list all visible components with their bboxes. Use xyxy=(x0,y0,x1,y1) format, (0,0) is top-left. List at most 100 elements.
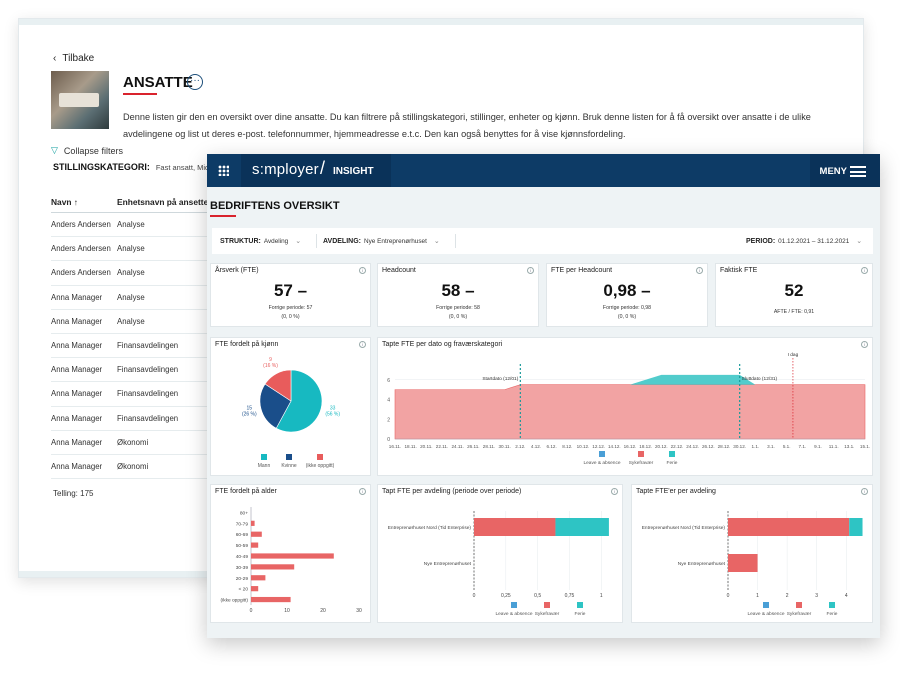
x-tick-label: 0 xyxy=(473,593,476,599)
column-header-unit[interactable]: Enhetsnavn på ansettels xyxy=(117,196,209,207)
table-row[interactable]: Anna Manager Analyse xyxy=(51,310,209,334)
more-options-button[interactable]: ··· xyxy=(187,74,203,90)
cell-unit: Analyse xyxy=(117,292,145,302)
bar-segment xyxy=(728,518,850,536)
y-tick-label: 4 xyxy=(387,398,390,404)
table-row[interactable]: Anna Manager Finansavdelingen xyxy=(51,358,209,383)
info-icon[interactable]: i xyxy=(359,488,366,495)
card-dept-lost: Tapte FTE'er per avdeling i 0 1 2 3 4 Entrepr… xyxy=(631,484,873,623)
cell-unit: Finansavdelingen xyxy=(117,365,179,375)
card-title: Tapt FTE per avdeling (periode over peri… xyxy=(382,488,522,495)
x-tick-label: 18.11. xyxy=(404,444,416,449)
table-row[interactable]: Anna Manager Finansavdelingen xyxy=(51,407,209,431)
cell-unit: Finansavdelingen xyxy=(117,389,179,399)
table-row[interactable]: Anders Andersen Analyse xyxy=(51,213,209,238)
card-title: Tapte FTE'er per avdeling xyxy=(636,488,716,495)
legend-label: Sykefravær xyxy=(535,611,560,617)
avdeling-select[interactable]: AVDELING: Nye Entreprenørhuset ⌄ xyxy=(323,237,440,245)
pie-slice xyxy=(264,369,292,402)
card-dept-period: Tapt FTE per avdeling (periode over peri… xyxy=(377,484,623,623)
card-title: FTE fordelt på kjønn xyxy=(215,341,279,348)
kpi-title: Headcount xyxy=(382,267,416,274)
x-tick-label: 1 xyxy=(756,593,759,599)
card-fte-gender: FTE fordelt på kjønn i 33 (56 %) 15 (26 %) 9… xyxy=(210,337,371,476)
y-tick-label: 60-69 xyxy=(236,532,249,538)
table-row[interactable]: Anna Manager Økonomi xyxy=(51,431,209,455)
dashboard-title: BEDRIFTENS OVERSIKT xyxy=(210,200,340,212)
app-grid-icon[interactable] xyxy=(218,165,229,176)
cell-unit: Analyse xyxy=(117,220,145,230)
table-row[interactable]: Anna Manager Finansavdelingen xyxy=(51,382,209,407)
kpi-card-headcount: Headcount i 58 – Forrige periode: 58 (0,… xyxy=(377,263,539,327)
legend-swatch xyxy=(261,454,267,460)
y-tick-label: 80+ xyxy=(240,510,248,516)
avdeling-label: AVDELING: xyxy=(323,238,361,245)
legend-label: Ferie xyxy=(575,611,586,617)
info-icon[interactable]: i xyxy=(359,267,366,274)
start-date-label: Startdato (12/01) xyxy=(482,376,518,382)
period-value: 01.12.2021 – 31.12.2021 xyxy=(778,238,850,245)
divider xyxy=(455,234,456,248)
hamburger-icon[interactable] xyxy=(850,166,866,177)
bar-segment xyxy=(849,518,863,536)
legend-swatch xyxy=(577,602,583,608)
pie-slice xyxy=(259,383,292,429)
info-icon[interactable]: i xyxy=(861,488,868,495)
chevron-left-icon: ‹ xyxy=(53,53,57,64)
cell-unit: Analyse xyxy=(117,268,145,278)
filter-summary[interactable]: STILLINGSKATEGORI: Fast ansatt, Midle xyxy=(53,162,215,172)
card-fte-age: FTE fordelt på alder i 80+ 70-79 60-69 50-5… xyxy=(210,484,371,623)
cell-unit: Finansavdelingen xyxy=(117,341,179,351)
x-tick-label: 0,5 xyxy=(534,593,541,599)
info-icon[interactable]: i xyxy=(359,341,366,348)
title-underline xyxy=(123,93,157,95)
card-title: Tapte FTE per dato og fraværskategori xyxy=(382,341,503,348)
cell-unit: Analyse xyxy=(117,244,145,254)
period-select[interactable]: PERIOD: 01.12.2021 – 31.12.2021 ⌄ xyxy=(746,237,862,245)
filter-label: STILLINGSKATEGORI: xyxy=(53,162,150,172)
employees-table: Navn ↑ Enhetsnavn på ansettels Anders An… xyxy=(51,191,209,480)
table-header: Navn ↑ Enhetsnavn på ansettels xyxy=(51,191,209,213)
legend-swatch xyxy=(544,602,550,608)
row-count: Telling: 175 xyxy=(53,489,94,498)
card-lost-fte-by-date: Tapte FTE per dato og fraværskategori i … xyxy=(377,337,873,476)
x-tick-label: 30.12. xyxy=(733,444,746,449)
collapse-filters-button[interactable]: ▽ Collapse filters xyxy=(51,145,123,156)
brand-divider: / xyxy=(320,158,326,178)
cell-name: Anna Manager xyxy=(51,292,103,302)
info-icon[interactable]: i xyxy=(611,488,618,495)
x-tick-label: 2.12. xyxy=(515,444,525,449)
x-tick-label: 9.1. xyxy=(814,444,822,449)
kpi-card-fte-per-headcount: FTE per Headcount i 0,98 – Forrige perio… xyxy=(546,263,708,327)
table-row[interactable]: Anna Manager Finansavdelingen xyxy=(51,334,209,359)
table-row[interactable]: Anders Andersen Analyse xyxy=(51,261,209,286)
table-row[interactable]: Anna Manager Økonomi xyxy=(51,455,209,480)
y-tick-label: 2 xyxy=(387,417,390,423)
kpi-title: FTE per Headcount xyxy=(551,267,613,274)
cell-name: Anna Manager xyxy=(51,461,103,471)
info-icon[interactable]: i xyxy=(696,267,703,274)
info-icon[interactable]: i xyxy=(861,341,868,348)
menu-button[interactable] xyxy=(810,154,880,187)
bar-segment xyxy=(555,518,609,536)
end-date-label: Sluttdato (12/31) xyxy=(742,376,778,382)
table-row[interactable]: Anna Manager Analyse xyxy=(51,286,209,310)
cell-unit: Analyse xyxy=(117,316,145,326)
chevron-down-icon: ⌄ xyxy=(856,238,863,245)
info-icon[interactable]: i xyxy=(861,267,868,274)
column-header-name[interactable]: Navn ↑ xyxy=(51,196,78,207)
cell-unit: Økonomi xyxy=(117,461,149,471)
legend-swatch xyxy=(286,454,292,460)
logo-area xyxy=(241,154,391,187)
table-body: Anders Andersen Analyse Anders Andersen Ana… xyxy=(51,213,209,480)
back-link[interactable]: ‹ Tilbake xyxy=(53,53,94,64)
legend-label: (ikke oppgitt) xyxy=(306,463,335,469)
info-icon[interactable]: i xyxy=(527,267,534,274)
y-tick-label: 50-59 xyxy=(236,543,249,549)
y-tick-label: 40-49 xyxy=(236,554,249,560)
struktur-select[interactable]: STRUKTUR: Avdeling ⌄ xyxy=(220,237,301,245)
category-label: Entreprenørhuset Nord (Tid Enterprise) xyxy=(388,525,472,531)
slice-percent: (56 %) xyxy=(325,412,340,418)
report-description: Denne listen gir den en oversikt over di… xyxy=(123,112,811,139)
table-row[interactable]: Anders Andersen Analyse xyxy=(51,237,209,262)
